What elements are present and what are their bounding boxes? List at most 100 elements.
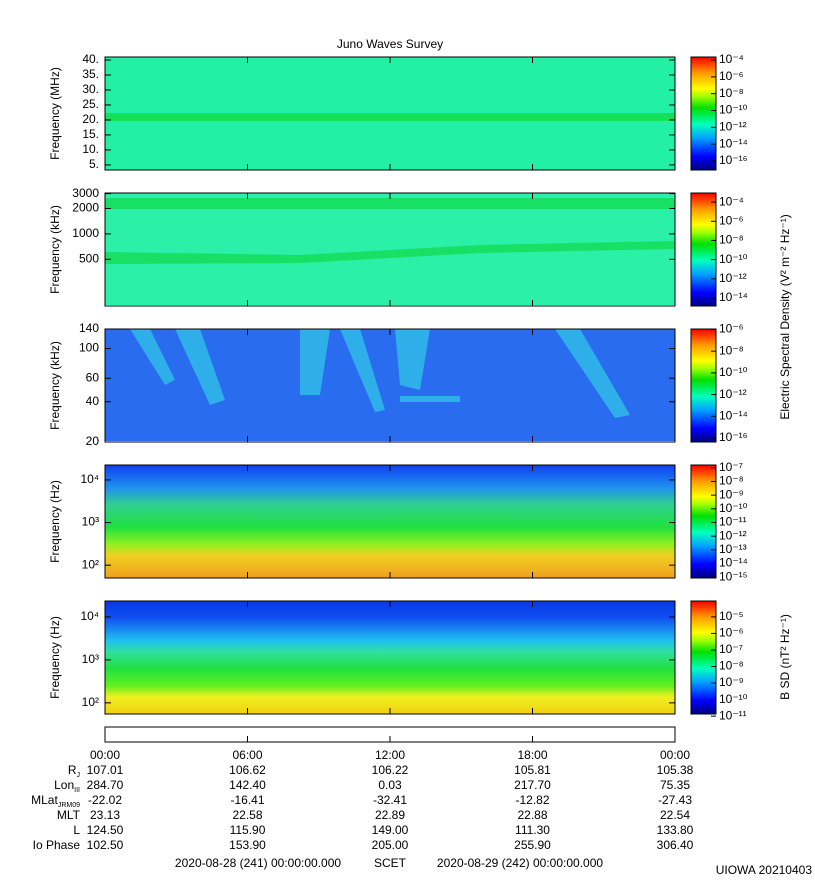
chart-title: Juno Waves Survey [337,37,443,51]
row-label-text: MLT [57,808,81,822]
spectrogram-images [105,57,675,714]
y-tick-label: 20 [86,434,100,448]
ephemeris-value: 105.81 [514,763,551,777]
ephemeris-value: 23.13 [90,808,120,822]
colorbar-tick-label: 10⁻⁶ [719,322,744,336]
colorbar-tick-label: 10⁻¹¹ [719,515,747,529]
y-tick-label: 40 [86,394,100,408]
ephemeris-value: 153.90 [229,838,266,852]
x-tick-label: 18:00 [517,748,547,762]
ephemeris-value: 22.89 [375,808,405,822]
row-label-text: MLat [31,793,58,807]
ephemeris-value: 306.40 [657,838,694,852]
y-tick-label: 30. [82,82,99,96]
colorbar-tick-label: 10⁻⁷ [719,460,743,474]
row-label-sub: J [77,772,81,779]
colorbar-tick-label: 10⁻⁴ [719,194,744,208]
y-tick-label: 10² [82,695,99,709]
x-tick-label: 00:00 [660,748,690,762]
ephemeris-value: -22.02 [88,793,122,807]
ephemeris-value: 107.01 [87,763,124,777]
colorbar-label: Electric Spectral Density (V² m⁻² Hz⁻¹) [778,214,792,419]
colorbar-tick-label: 10⁻⁸ [719,233,744,247]
colorbar-tick-label: 10⁻¹⁴ [719,556,748,570]
row-label-sub: JRM09 [58,802,80,809]
spectrogram-streaks [130,329,630,418]
row-label-sub: III [74,787,80,794]
y-axis-label: Frequency (kHz) [48,341,62,430]
colorbar-tick-label: 10⁻¹⁰ [719,365,748,379]
ephemeris-value: 105.38 [657,763,694,777]
row-label-text: Lon [54,778,74,792]
colorbar-tick-label: 10⁻¹⁴ [719,290,748,304]
colorbar-tick-label: 10⁻¹⁶ [719,153,748,167]
row-label-text: R [68,763,77,777]
ephemeris-value: -12.82 [515,793,549,807]
colorbar-tick-label: 10⁻⁶ [719,69,744,83]
scet-start: 2020-08-28 (241) 00:00:00.000 [175,856,341,870]
colorbar-tick-label: 10⁻¹⁰ [719,501,748,515]
row-label: Io Phase [33,838,81,852]
y-tick-label: 40. [82,52,99,66]
colorbar-tick-label: 10⁻¹² [719,387,747,401]
y-tick-label: 10⁴ [80,609,99,623]
colorbar-tick-label: 10⁻⁵ [719,609,744,623]
row-label: RJ [68,763,80,779]
ephemeris-value: 102.50 [87,838,124,852]
colorbar-tick-label: 10⁻⁴ [719,52,744,66]
colorbar-tick-label: 10⁻⁶ [719,213,744,227]
y-axis-label: Frequency (kHz) [48,205,62,294]
ephemeris-value: -27.43 [658,793,692,807]
spectrogram-band [105,241,675,264]
colorbar-tick-label: 10⁻¹¹ [719,708,747,722]
y-tick-label: 100 [79,341,99,355]
colorbar-tick-label: 10⁻¹⁵ [719,569,748,583]
ephemeris-value: 22.54 [660,808,690,822]
ephemeris-value: 106.62 [229,763,266,777]
y-tick-label: 1000 [72,226,99,240]
row-label: MLatJRM09 [31,793,80,809]
colorbar-tick-label: 10⁻¹⁴ [719,408,748,422]
ephemeris-value: 205.00 [372,838,409,852]
colorbar-tick-label: 10⁻¹² [719,271,747,285]
ephemeris-value: 22.58 [232,808,262,822]
y-tick-label: 15. [82,127,99,141]
colorbar [690,192,717,307]
colorbar-tick-label: 10⁻¹² [719,528,747,542]
colorbar-tick-label: 10⁻⁷ [719,642,743,656]
ephemeris-value: 111.30 [515,823,550,837]
ephemeris-value: -16.41 [230,793,264,807]
y-tick-label: 10³ [82,515,99,529]
colorbar-label: B SD (nT² Hz⁻¹) [778,614,792,700]
ephemeris-value: 133.80 [657,823,694,837]
colorbar-tick-label: 10⁻⁹ [719,675,744,689]
y-tick-label: 500 [79,251,99,265]
y-axis-label: Frequency (Hz) [48,480,62,563]
colorbar-tick-label: 10⁻¹⁴ [719,136,748,150]
colorbar-tick-label: 10⁻¹⁶ [719,430,748,444]
ephemeris-value: 106.22 [372,763,409,777]
ephemeris-value: 284.70 [87,778,124,792]
ephemeris-value: 142.40 [229,778,266,792]
ephemeris-value: 149.00 [372,823,409,837]
y-tick-label: 140 [79,321,99,335]
y-tick-label: 10⁴ [80,472,99,486]
row-label: LonIII [54,778,80,794]
spectrogram-band [105,113,675,121]
credit: UIOWA 20210403 [716,863,813,877]
x-tick-label: 12:00 [375,748,405,762]
spectrogram [105,465,675,578]
ephemeris-value: -32.41 [373,793,407,807]
y-tick-label: 35. [82,67,99,81]
y-tick-label: 10² [82,557,99,571]
colorbar-tick-label: 10⁻¹⁰ [719,103,748,117]
y-tick-label: 3000 [72,186,99,200]
colorbar-tick-label: 10⁻¹⁰ [719,692,748,706]
colorbar [690,464,717,579]
y-tick-label: 25. [82,97,99,111]
colorbar-tick-label: 10⁻⁸ [719,343,744,357]
ephemeris-value: 255.90 [514,838,551,852]
row-label: L [73,823,80,837]
y-tick-label: 2000 [72,201,99,215]
colorbar-tick-label: 10⁻⁸ [719,86,744,100]
